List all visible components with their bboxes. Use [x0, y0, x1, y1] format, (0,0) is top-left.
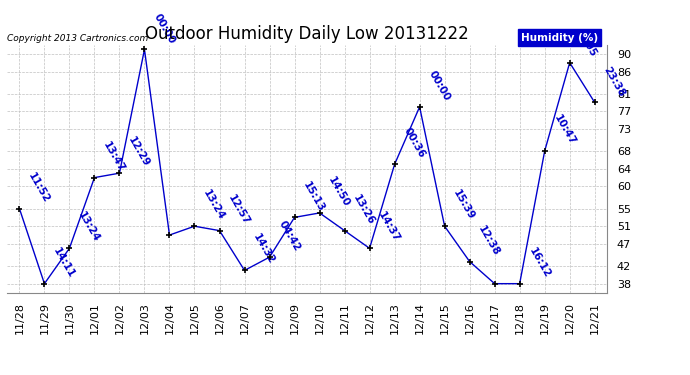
Text: 00:36: 00:36: [402, 126, 426, 160]
Text: 04:42: 04:42: [277, 219, 302, 253]
Text: 12:29: 12:29: [126, 135, 152, 169]
Text: 14:11: 14:11: [51, 246, 77, 279]
Text: 00:00: 00:00: [151, 12, 177, 45]
Text: 11:52: 11:52: [26, 171, 52, 204]
Text: 13:24: 13:24: [201, 188, 227, 222]
Text: 16:12: 16:12: [526, 246, 552, 279]
Text: 10:47: 10:47: [551, 113, 577, 147]
Title: Outdoor Humidity Daily Low 20131222: Outdoor Humidity Daily Low 20131222: [145, 26, 469, 44]
Text: 14:32: 14:32: [251, 232, 277, 266]
Text: 13:26: 13:26: [351, 193, 377, 226]
Text: 13:24: 13:24: [77, 210, 101, 244]
Text: 14:50: 14:50: [326, 175, 352, 209]
Text: 0:05: 0:05: [577, 31, 598, 58]
Text: 12:38: 12:38: [477, 224, 502, 257]
Text: Copyright 2013 Cartronics.com: Copyright 2013 Cartronics.com: [7, 33, 148, 42]
Text: 23:38: 23:38: [602, 64, 627, 98]
Text: 13:47: 13:47: [101, 140, 127, 173]
Text: 00:00: 00:00: [426, 69, 452, 103]
Text: 15:39: 15:39: [451, 189, 477, 222]
Text: 12:57: 12:57: [226, 193, 252, 226]
Text: Humidity (%): Humidity (%): [521, 33, 598, 42]
Text: 14:37: 14:37: [377, 210, 402, 244]
Text: 15:13: 15:13: [302, 180, 326, 213]
